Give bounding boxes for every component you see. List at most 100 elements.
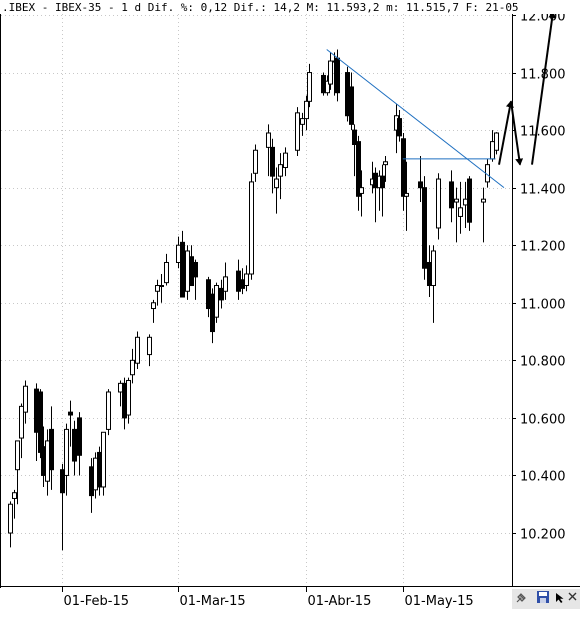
candle: [130, 348, 135, 384]
trendline: [326, 49, 505, 189]
candle: [401, 132, 406, 211]
candle-body: [349, 86, 354, 125]
candle: [454, 187, 459, 243]
candle-body: [352, 129, 357, 146]
candle: [481, 187, 486, 243]
candle-body: [270, 146, 275, 177]
close-icon[interactable]: [568, 592, 577, 601]
candle-body: [295, 112, 300, 151]
candle-body: [185, 250, 190, 292]
candle: [283, 147, 288, 177]
candle: [19, 403, 24, 459]
candle: [214, 282, 219, 323]
candle: [72, 420, 77, 476]
candle-body: [60, 469, 65, 494]
candle: [23, 380, 28, 424]
candle-body: [467, 178, 472, 223]
candle-body: [458, 207, 463, 217]
candle-body: [240, 279, 245, 289]
candle: [274, 167, 279, 214]
candle-body: [244, 273, 249, 287]
candle-body: [449, 181, 454, 209]
candle-body: [89, 466, 94, 497]
candle: [266, 124, 271, 177]
candle-body: [356, 141, 361, 197]
candle: [180, 230, 185, 298]
candle: [185, 245, 190, 300]
candle-body: [335, 57, 340, 94]
candle: [164, 253, 169, 286]
candle-body: [494, 132, 499, 151]
candle-body: [383, 161, 388, 166]
candle: [60, 463, 65, 551]
candle: [295, 107, 300, 157]
candle-body: [454, 198, 459, 203]
candle: [244, 265, 249, 292]
x-tick-label: 01-Abr-15: [308, 594, 372, 609]
candle: [68, 400, 73, 447]
candle: [307, 63, 312, 108]
candle-body: [249, 181, 254, 275]
pointer-icon[interactable]: [556, 593, 564, 603]
candle: [159, 274, 164, 303]
candle-body: [404, 192, 409, 197]
candle-body: [23, 385, 28, 413]
candle-body: [118, 382, 123, 393]
candle-body: [151, 302, 156, 310]
candle: [356, 135, 361, 211]
candle-body: [427, 261, 432, 287]
candle-body: [8, 503, 13, 534]
candle-body: [325, 80, 330, 94]
candle-body: [223, 276, 228, 292]
save-icon[interactable]: [537, 591, 549, 603]
candle-body: [214, 285, 219, 318]
candle: [494, 132, 499, 155]
candle-body: [274, 178, 279, 189]
candle: [8, 501, 13, 548]
candle-body: [278, 164, 283, 177]
candle-body: [101, 431, 106, 488]
chart-header: .IBEX - IBEX-35 - 1 d Dif. %: 0,12 Dif.:…: [2, 1, 519, 14]
candle: [49, 406, 54, 490]
candle-body: [359, 187, 364, 194]
candle: [380, 164, 385, 217]
candle: [418, 156, 423, 203]
candle: [151, 299, 156, 323]
candle: [249, 173, 254, 280]
candle-body: [401, 138, 406, 197]
candle-body: [397, 118, 402, 137]
candle-body: [490, 141, 495, 160]
candle-body: [164, 261, 169, 284]
candle-body: [41, 446, 46, 476]
candle: [397, 109, 402, 142]
candle: [64, 423, 69, 496]
candle-body: [135, 336, 140, 364]
candle: [147, 334, 152, 367]
candle: [223, 262, 228, 300]
candle-body: [64, 428, 69, 476]
candle-body: [180, 241, 185, 298]
candle-body: [106, 391, 111, 430]
y-tick-label: 11.000: [520, 298, 566, 313]
candle-body: [122, 382, 127, 419]
candle: [219, 279, 224, 309]
y-tick-label: 10.200: [520, 528, 566, 543]
candle-body: [436, 178, 441, 229]
y-tick-label: 10.400: [520, 470, 566, 485]
candle-body: [155, 285, 160, 292]
candle-body: [307, 72, 312, 102]
candle-body: [12, 492, 17, 499]
candle: [345, 66, 350, 122]
candle: [101, 431, 106, 496]
pin-icon[interactable]: [516, 593, 526, 603]
candle: [135, 331, 140, 369]
candle-body: [321, 74, 326, 94]
candle-body: [481, 198, 486, 203]
candle: [253, 144, 258, 182]
candle: [193, 259, 198, 300]
candle-body: [283, 152, 288, 169]
candle-body: [77, 417, 82, 456]
candles: [8, 49, 499, 551]
